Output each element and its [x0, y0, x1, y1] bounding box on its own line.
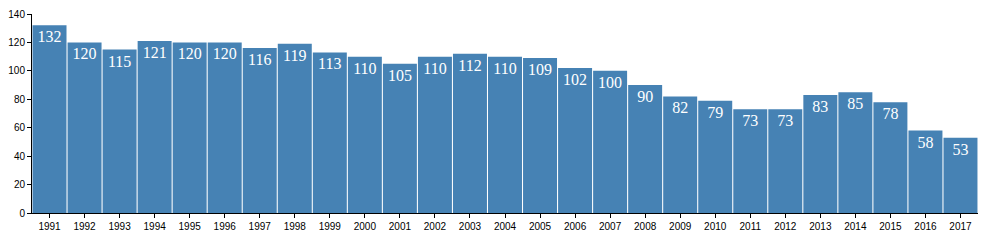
svg-text:110: 110	[353, 60, 376, 77]
svg-text:80: 80	[14, 94, 26, 105]
svg-text:2001: 2001	[389, 221, 412, 232]
svg-text:2016: 2016	[914, 221, 937, 232]
svg-text:78: 78	[882, 105, 898, 122]
svg-text:90: 90	[637, 88, 653, 105]
svg-text:2014: 2014	[844, 221, 867, 232]
svg-text:105: 105	[388, 67, 412, 84]
svg-text:109: 109	[528, 61, 552, 78]
svg-text:100: 100	[598, 74, 622, 91]
svg-text:0: 0	[19, 208, 25, 219]
svg-text:2017: 2017	[949, 221, 972, 232]
svg-text:2009: 2009	[669, 221, 692, 232]
svg-text:2015: 2015	[879, 221, 902, 232]
svg-text:2007: 2007	[599, 221, 622, 232]
svg-text:120: 120	[73, 45, 97, 62]
svg-text:53: 53	[952, 141, 968, 158]
svg-text:1995: 1995	[179, 221, 202, 232]
svg-text:60: 60	[14, 122, 26, 133]
svg-text:120: 120	[8, 37, 25, 48]
svg-text:132: 132	[38, 28, 62, 45]
svg-text:40: 40	[14, 151, 26, 162]
svg-text:58: 58	[917, 134, 933, 151]
svg-text:1999: 1999	[319, 221, 342, 232]
svg-text:2004: 2004	[494, 221, 517, 232]
svg-text:85: 85	[847, 95, 863, 112]
svg-text:116: 116	[248, 51, 271, 68]
svg-text:82: 82	[672, 99, 688, 116]
svg-text:2012: 2012	[774, 221, 797, 232]
svg-text:2005: 2005	[529, 221, 552, 232]
svg-text:2008: 2008	[634, 221, 657, 232]
svg-text:1992: 1992	[73, 221, 96, 232]
svg-text:73: 73	[777, 112, 793, 129]
svg-text:119: 119	[283, 47, 306, 64]
svg-text:1993: 1993	[108, 221, 131, 232]
svg-text:1996: 1996	[214, 221, 237, 232]
svg-text:20: 20	[14, 179, 26, 190]
svg-text:112: 112	[458, 57, 481, 74]
svg-text:110: 110	[493, 60, 516, 77]
svg-text:113: 113	[318, 55, 341, 72]
svg-text:2003: 2003	[459, 221, 482, 232]
svg-text:1991: 1991	[38, 221, 61, 232]
svg-text:1997: 1997	[249, 221, 272, 232]
svg-text:2013: 2013	[809, 221, 832, 232]
svg-text:120: 120	[213, 45, 237, 62]
svg-text:73: 73	[742, 112, 758, 129]
svg-text:2000: 2000	[354, 221, 377, 232]
svg-text:121: 121	[143, 44, 167, 61]
svg-text:1994: 1994	[144, 221, 167, 232]
svg-text:2011: 2011	[740, 221, 762, 232]
svg-text:110: 110	[423, 60, 446, 77]
svg-text:2006: 2006	[564, 221, 587, 232]
svg-text:115: 115	[108, 53, 131, 70]
svg-text:79: 79	[707, 104, 723, 121]
svg-text:2010: 2010	[704, 221, 727, 232]
svg-text:2002: 2002	[424, 221, 447, 232]
svg-text:100: 100	[8, 65, 25, 76]
svg-text:1998: 1998	[284, 221, 307, 232]
svg-text:120: 120	[178, 45, 202, 62]
svg-text:83: 83	[812, 98, 828, 115]
svg-text:102: 102	[563, 71, 587, 88]
svg-text:140: 140	[8, 9, 25, 20]
